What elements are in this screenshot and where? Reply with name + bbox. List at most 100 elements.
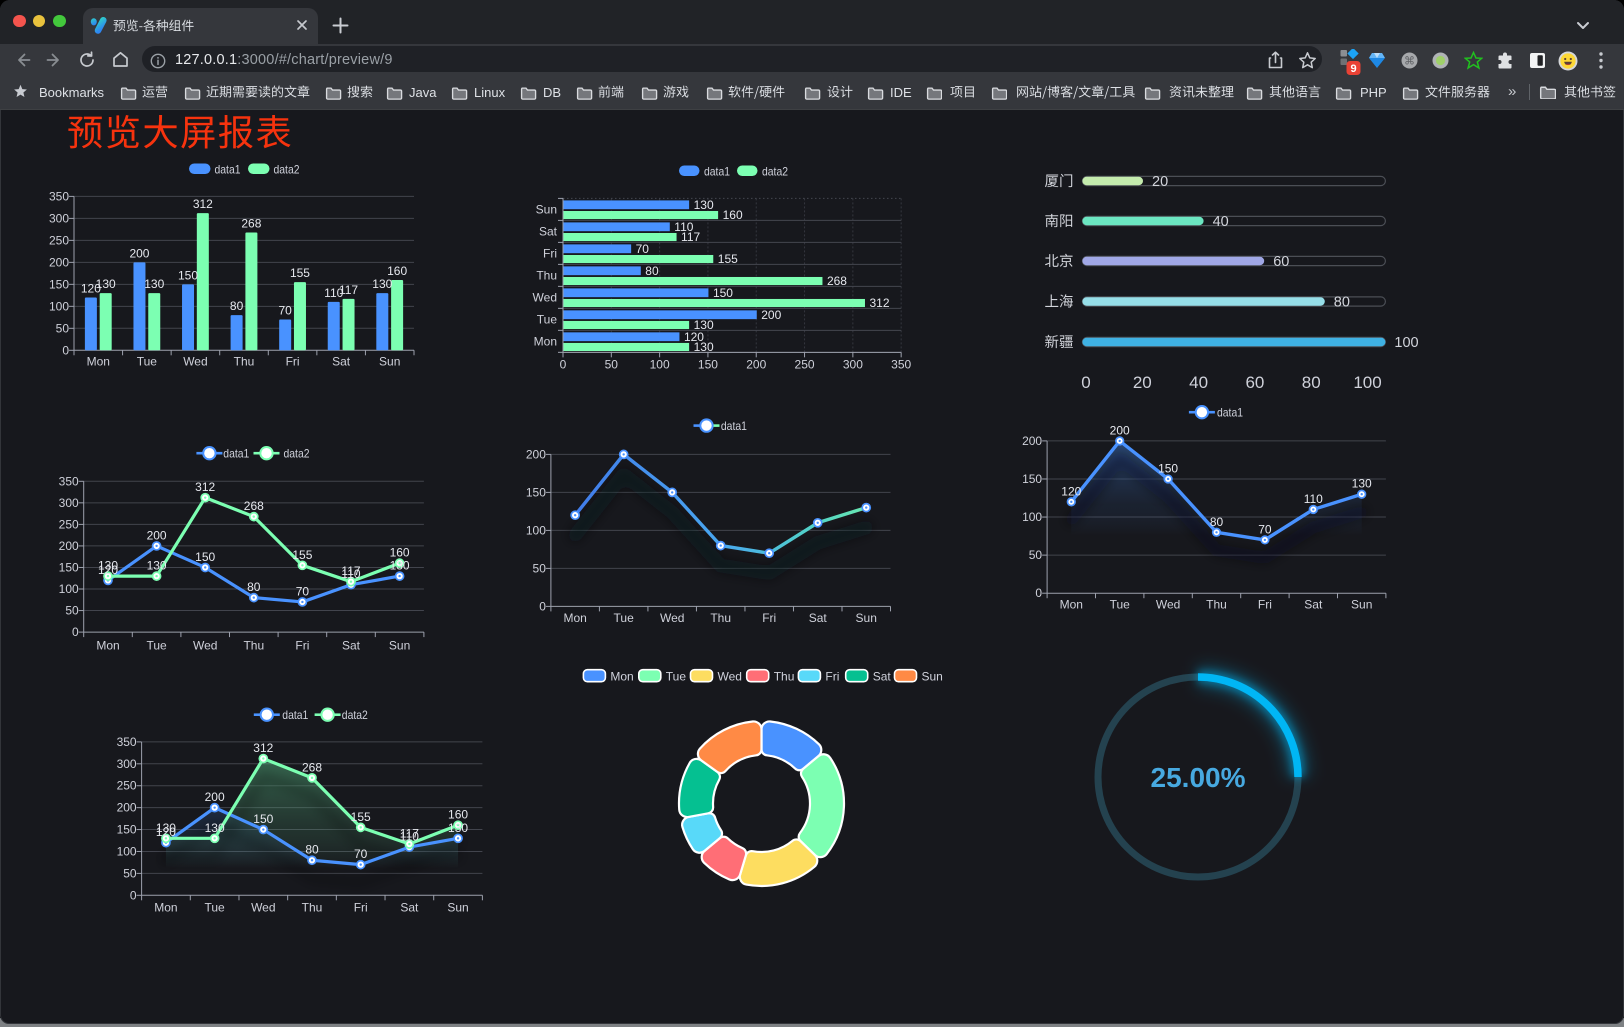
svg-text:Fri: Fri [825, 670, 839, 684]
svg-text:Fri: Fri [354, 901, 368, 915]
svg-text:150: 150 [526, 485, 546, 499]
svg-text:300: 300 [59, 496, 79, 510]
svg-text:130: 130 [147, 559, 167, 573]
svg-text:150: 150 [49, 277, 69, 291]
svg-text:Wed: Wed [533, 290, 557, 304]
svg-text:70: 70 [296, 584, 310, 598]
svg-text:300: 300 [117, 757, 137, 771]
svg-text:70: 70 [636, 242, 650, 256]
svg-text:Wed: Wed [183, 355, 207, 369]
svg-text:Tue: Tue [614, 611, 635, 625]
svg-text:117: 117 [681, 230, 700, 244]
svg-text:200: 200 [117, 801, 137, 815]
svg-text:Tue: Tue [137, 355, 158, 369]
svg-text:100: 100 [526, 523, 546, 537]
svg-text:Sat: Sat [539, 224, 558, 238]
svg-text:350: 350 [117, 735, 137, 749]
svg-text:Sat: Sat [342, 639, 361, 653]
svg-text:Thu: Thu [536, 268, 557, 282]
svg-text:0: 0 [560, 357, 567, 371]
svg-text:Mon: Mon [87, 355, 110, 369]
svg-text:Sun: Sun [856, 611, 877, 625]
svg-text:155: 155 [292, 548, 312, 562]
svg-text:200: 200 [147, 528, 167, 542]
svg-text:312: 312 [195, 480, 215, 494]
svg-text:Sat: Sat [873, 670, 892, 684]
svg-text:80: 80 [230, 299, 244, 313]
svg-text:0: 0 [130, 888, 137, 902]
svg-text:100: 100 [117, 844, 137, 858]
svg-text:Thu: Thu [243, 639, 264, 653]
svg-text:9: 9 [1350, 63, 1356, 75]
svg-text:Wed: Wed [660, 611, 684, 625]
svg-text:Mon: Mon [610, 670, 633, 684]
svg-text:Wed: Wed [193, 639, 217, 653]
svg-text:150: 150 [713, 286, 733, 300]
svg-text:130: 130 [98, 559, 118, 573]
svg-text:160: 160 [723, 208, 743, 222]
svg-text:150: 150 [1022, 472, 1042, 486]
svg-text:200: 200 [1022, 434, 1042, 448]
svg-text:Fri: Fri [286, 355, 300, 369]
svg-text:50: 50 [533, 561, 547, 575]
svg-text:Mon: Mon [534, 334, 557, 348]
svg-text:120: 120 [156, 825, 176, 839]
svg-text:120: 120 [1061, 484, 1081, 498]
svg-text:80: 80 [247, 580, 261, 594]
svg-text:150: 150 [195, 550, 215, 564]
svg-text:80: 80 [645, 264, 659, 278]
svg-text:0: 0 [539, 599, 546, 613]
svg-text:150: 150 [698, 357, 718, 371]
svg-text:Sat: Sat [332, 355, 351, 369]
svg-text:312: 312 [253, 741, 273, 755]
svg-text:80: 80 [1334, 295, 1350, 311]
svg-text:120: 120 [684, 330, 704, 344]
svg-text:Sun: Sun [379, 355, 400, 369]
svg-text:130: 130 [156, 821, 176, 835]
svg-text:100: 100 [49, 299, 69, 313]
svg-text:Sun: Sun [447, 901, 468, 915]
svg-text:130: 130 [694, 318, 714, 332]
svg-text:110: 110 [674, 220, 693, 234]
svg-text:268: 268 [302, 760, 322, 774]
svg-text:130: 130 [372, 277, 392, 291]
svg-text:0: 0 [1081, 373, 1090, 392]
svg-text:data2: data2 [274, 162, 300, 176]
svg-text:200: 200 [746, 357, 766, 371]
svg-text:70: 70 [354, 847, 368, 861]
svg-text:350: 350 [49, 189, 69, 203]
svg-text:Mon: Mon [96, 639, 119, 653]
svg-text:150: 150 [178, 268, 198, 282]
svg-text:data1: data1 [215, 162, 241, 176]
svg-text:160: 160 [448, 808, 468, 822]
svg-text:data1: data1 [704, 164, 730, 178]
svg-text:Tue: Tue [666, 670, 687, 684]
svg-text:Thu: Thu [710, 611, 731, 625]
svg-text:Fri: Fri [762, 611, 776, 625]
svg-text:350: 350 [891, 357, 911, 371]
svg-text:100: 100 [650, 357, 670, 371]
svg-text:data2: data2 [342, 708, 368, 722]
svg-text:70: 70 [278, 304, 292, 318]
svg-text:200: 200 [49, 255, 69, 269]
svg-text:117: 117 [400, 827, 419, 841]
svg-text:350: 350 [59, 474, 79, 488]
svg-text:Mon: Mon [1060, 598, 1083, 612]
svg-text:200: 200 [59, 539, 79, 553]
svg-text:250: 250 [59, 517, 79, 531]
svg-text:60: 60 [1245, 373, 1264, 392]
svg-text:0: 0 [72, 625, 79, 639]
svg-text:Sat: Sat [400, 901, 419, 915]
svg-text:250: 250 [49, 233, 69, 247]
svg-text:268: 268 [244, 499, 264, 513]
svg-text:268: 268 [241, 216, 261, 230]
svg-text:80: 80 [1302, 373, 1321, 392]
svg-text:110: 110 [1304, 492, 1323, 506]
svg-text:40: 40 [1189, 373, 1208, 392]
svg-text:Tue: Tue [537, 312, 558, 326]
svg-text:200: 200 [129, 246, 149, 260]
svg-text:50: 50 [65, 604, 79, 618]
svg-text:Mon: Mon [154, 901, 177, 915]
svg-text:50: 50 [605, 357, 619, 371]
svg-text:60: 60 [1273, 254, 1289, 270]
